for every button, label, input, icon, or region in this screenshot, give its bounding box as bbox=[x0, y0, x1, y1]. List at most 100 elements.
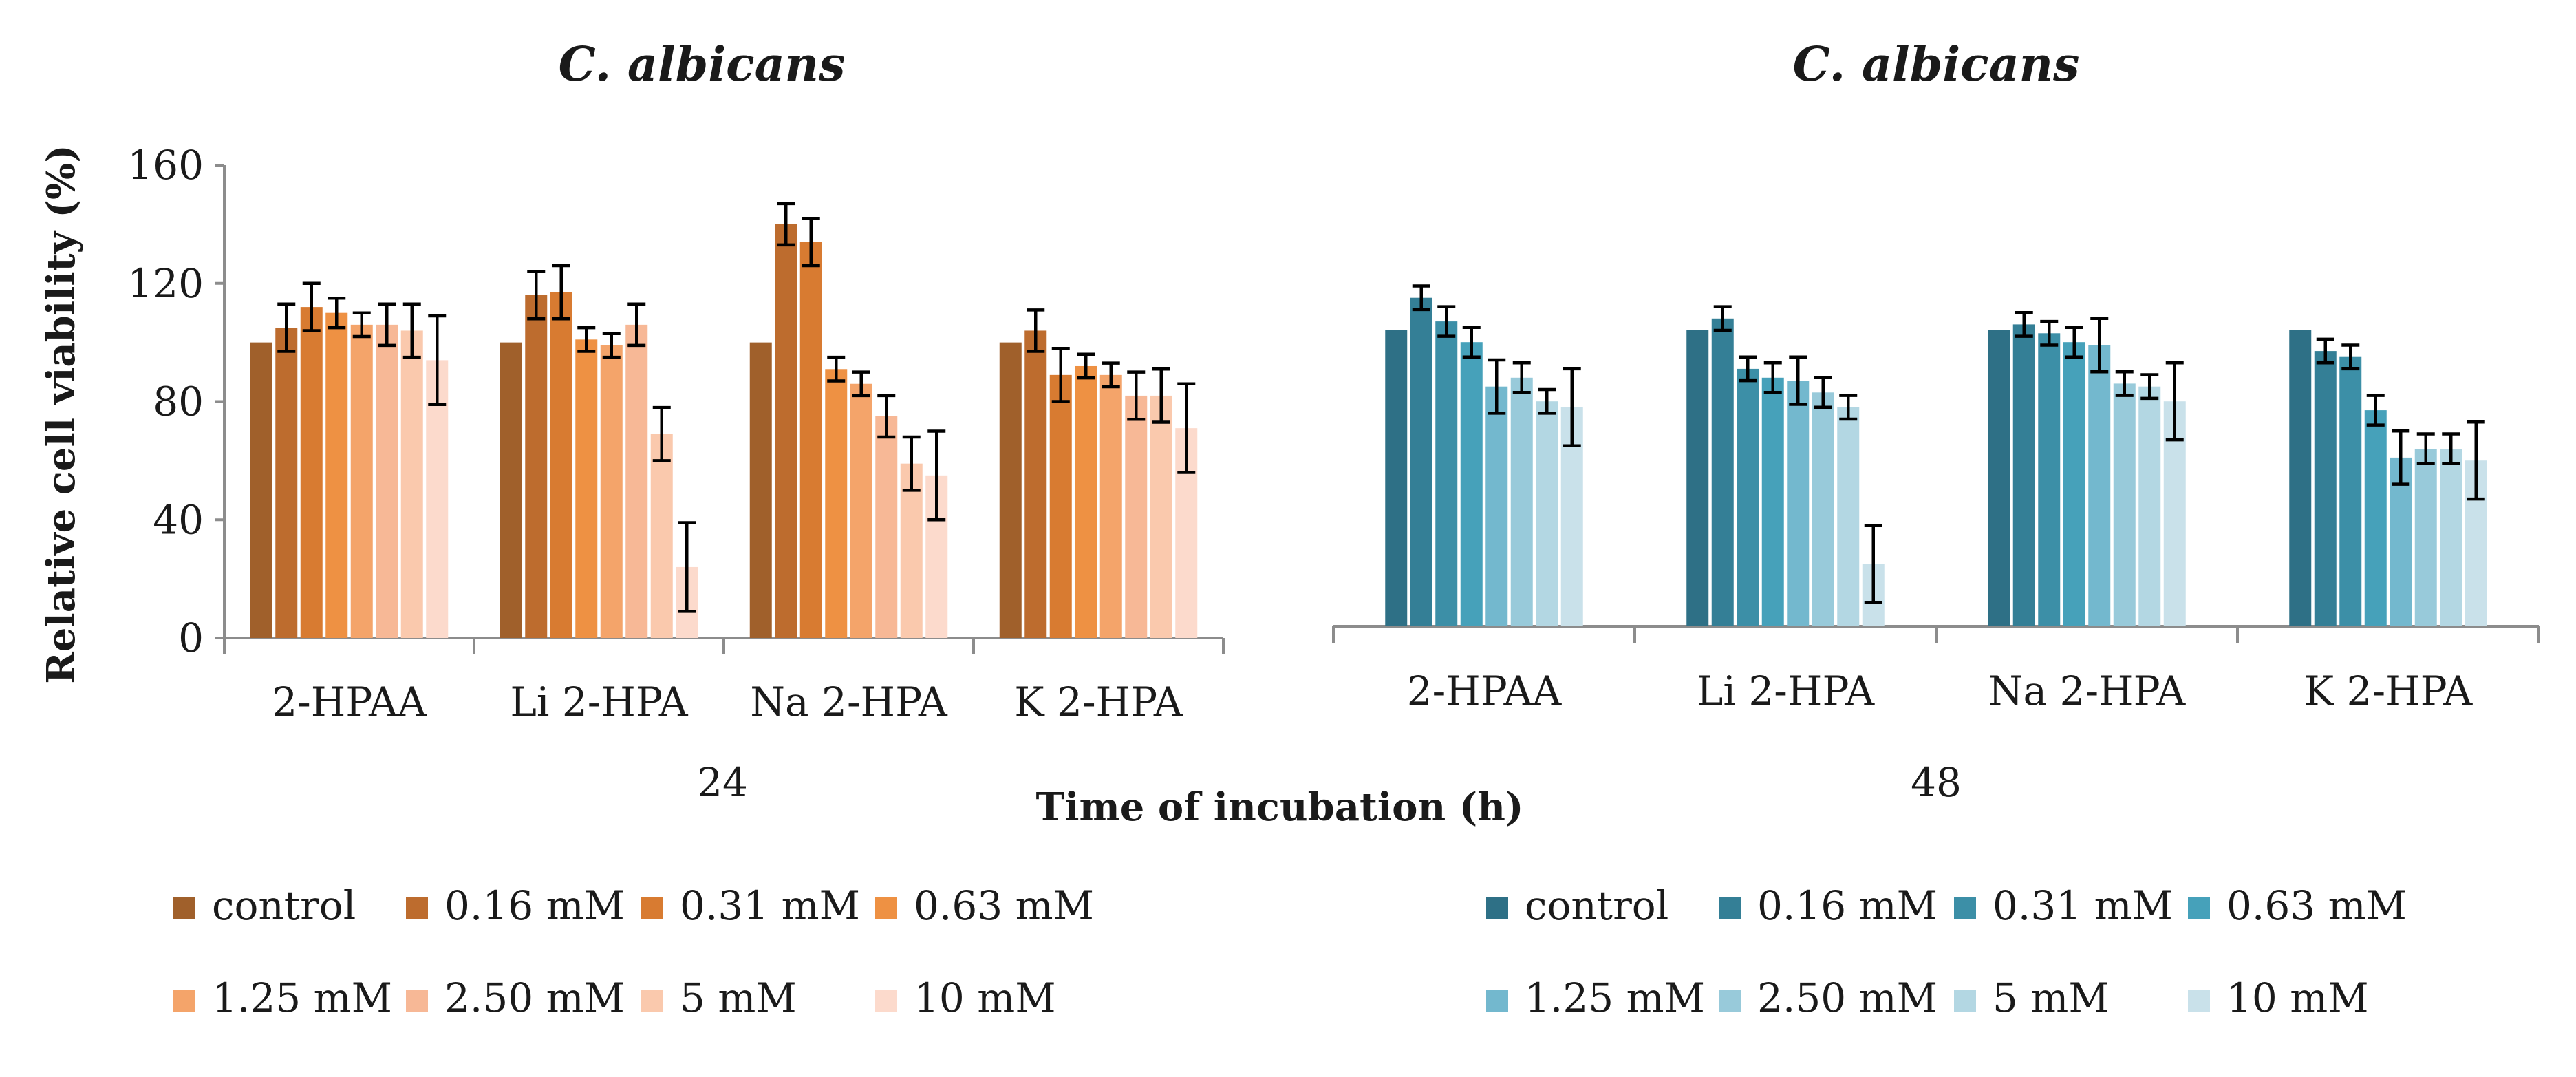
bar-5-mm bbox=[1150, 395, 1172, 638]
x-category-label: Na 2-HPA bbox=[750, 679, 948, 725]
y-tick-label: 160 bbox=[127, 142, 204, 189]
x-category-label: K 2-HPA bbox=[1014, 679, 1183, 725]
bar-control bbox=[1686, 330, 1709, 626]
legend-swatch bbox=[173, 990, 195, 1012]
bar-0-16-mm bbox=[525, 295, 548, 638]
bar-0-16-mm bbox=[1711, 318, 1734, 626]
legend-label: 0.63 mM bbox=[2226, 882, 2407, 929]
legend-label: control bbox=[212, 882, 356, 929]
legend-swatch bbox=[1954, 897, 1976, 919]
x-category-label: 2-HPAA bbox=[272, 679, 427, 725]
bar-2-50-mm bbox=[1510, 377, 1533, 626]
bar-5-mm bbox=[1837, 407, 1860, 626]
legend-label: 10 mM bbox=[2226, 974, 2369, 1021]
bar-2-50-mm bbox=[1812, 392, 1834, 626]
bar-2-50-mm bbox=[875, 416, 898, 638]
bar-5-mm bbox=[650, 434, 673, 638]
legend-label: 0.31 mM bbox=[1993, 882, 2173, 929]
bar-0-16-mm bbox=[775, 224, 797, 638]
bar-0-63-mm bbox=[2364, 410, 2387, 626]
bar-5-mm bbox=[2138, 386, 2161, 626]
bar-0-31-mm bbox=[550, 292, 572, 638]
legend-swatch bbox=[875, 990, 897, 1012]
y-tick-label: 120 bbox=[127, 260, 204, 307]
bar-2-50-mm bbox=[376, 324, 398, 638]
bar-5-mm bbox=[400, 330, 423, 638]
bar-1-25-mm bbox=[850, 383, 872, 638]
legend-label: 5 mM bbox=[680, 974, 797, 1021]
legend-swatch bbox=[173, 897, 195, 919]
bar-1-25-mm bbox=[600, 345, 623, 638]
legend-swatch bbox=[1719, 990, 1741, 1012]
bar-0-31-mm bbox=[1435, 321, 1458, 626]
legend-label: 0.63 mM bbox=[914, 882, 1094, 929]
legend-label: 1.25 mM bbox=[212, 974, 392, 1021]
legend-swatch bbox=[406, 990, 428, 1012]
legend-swatch bbox=[406, 897, 428, 919]
bar-0-16-mm bbox=[1410, 297, 1432, 626]
bar-2-50-mm bbox=[625, 324, 648, 638]
legend-label: 2.50 mM bbox=[444, 974, 625, 1021]
legend-label: 5 mM bbox=[1993, 974, 2110, 1021]
legend-1: control 0.16 mM 0.31 mM 0.63 mM 1.25 mM 2.50 … bbox=[1486, 882, 2407, 1021]
bar-5-mm bbox=[900, 463, 923, 638]
bar-0-31-mm bbox=[2038, 333, 2061, 626]
bar-0-31-mm bbox=[2339, 356, 2362, 626]
panel-title: C. albicans bbox=[1793, 37, 2080, 92]
bar-2-50-mm bbox=[1125, 395, 1148, 638]
x-category-label: K 2-HPA bbox=[2304, 668, 2473, 714]
bar-0-63-mm bbox=[325, 312, 348, 638]
y-tick-label: 80 bbox=[153, 378, 204, 425]
bar-0-31-mm bbox=[1737, 368, 1759, 626]
bar-5-mm bbox=[1536, 401, 1558, 626]
legend-swatch bbox=[1719, 897, 1741, 919]
legend-label: 0.16 mM bbox=[1757, 882, 1938, 929]
x-category-label: Li 2-HPA bbox=[510, 679, 688, 725]
x-axis-title: Time of incubation (h) bbox=[1036, 785, 1524, 830]
y-tick-label: 40 bbox=[153, 496, 204, 543]
bar-control bbox=[749, 342, 772, 638]
bar-0-63-mm bbox=[1761, 377, 1784, 626]
legend-swatch bbox=[875, 897, 897, 919]
bar-control bbox=[250, 342, 272, 638]
time-label: 48 bbox=[1911, 759, 1962, 806]
legend-swatch bbox=[1954, 990, 1976, 1012]
time-label: 24 bbox=[697, 759, 748, 806]
legend-swatch bbox=[1486, 990, 1508, 1012]
bar-control bbox=[1385, 330, 1408, 626]
x-category-label: 2-HPAA bbox=[1407, 668, 1563, 714]
bar-0-63-mm bbox=[825, 369, 848, 638]
legend-swatch bbox=[2188, 990, 2210, 1012]
bar-control bbox=[1988, 330, 2010, 626]
x-category-label: Na 2-HPA bbox=[1988, 668, 2187, 714]
legend-label: 1.25 mM bbox=[1525, 974, 1705, 1021]
legend-0: control 0.16 mM 0.31 mM 0.63 mM 1.25 mM 2.50 … bbox=[173, 882, 1094, 1021]
bar-10-mm bbox=[426, 360, 449, 638]
legend-label: 2.50 mM bbox=[1757, 974, 1938, 1021]
bar-2-50-mm bbox=[2113, 383, 2136, 626]
bar-0-16-mm bbox=[2314, 351, 2337, 626]
bar-0-16-mm bbox=[2012, 324, 2035, 626]
bar-0-63-mm bbox=[1075, 365, 1097, 638]
legend-label: 0.31 mM bbox=[680, 882, 860, 929]
bar-5-mm bbox=[2440, 449, 2462, 626]
legend-label: 0.16 mM bbox=[444, 882, 625, 929]
bar-0-31-mm bbox=[300, 307, 323, 638]
panel-title: C. albicans bbox=[559, 37, 846, 92]
bar-0-63-mm bbox=[575, 339, 598, 638]
bar-1-25-mm bbox=[1787, 381, 1810, 626]
bar-0-31-mm bbox=[799, 242, 822, 638]
x-category-label: Li 2-HPA bbox=[1697, 668, 1875, 714]
bar-1-25-mm bbox=[1099, 374, 1122, 638]
bar-1-25-mm bbox=[350, 324, 373, 638]
bar-control bbox=[2289, 330, 2312, 626]
legend-swatch bbox=[641, 990, 663, 1012]
bar-0-16-mm bbox=[1024, 330, 1047, 638]
bar-0-63-mm bbox=[2063, 342, 2085, 626]
y-tick-label: 0 bbox=[178, 615, 204, 661]
legend-swatch bbox=[641, 897, 663, 919]
legend-swatch bbox=[1486, 897, 1508, 919]
chart-panel-1: C. albicans 2-HPAA Li 2-HPA Na 2-HPA K 2-HPA… bbox=[1332, 37, 2540, 806]
